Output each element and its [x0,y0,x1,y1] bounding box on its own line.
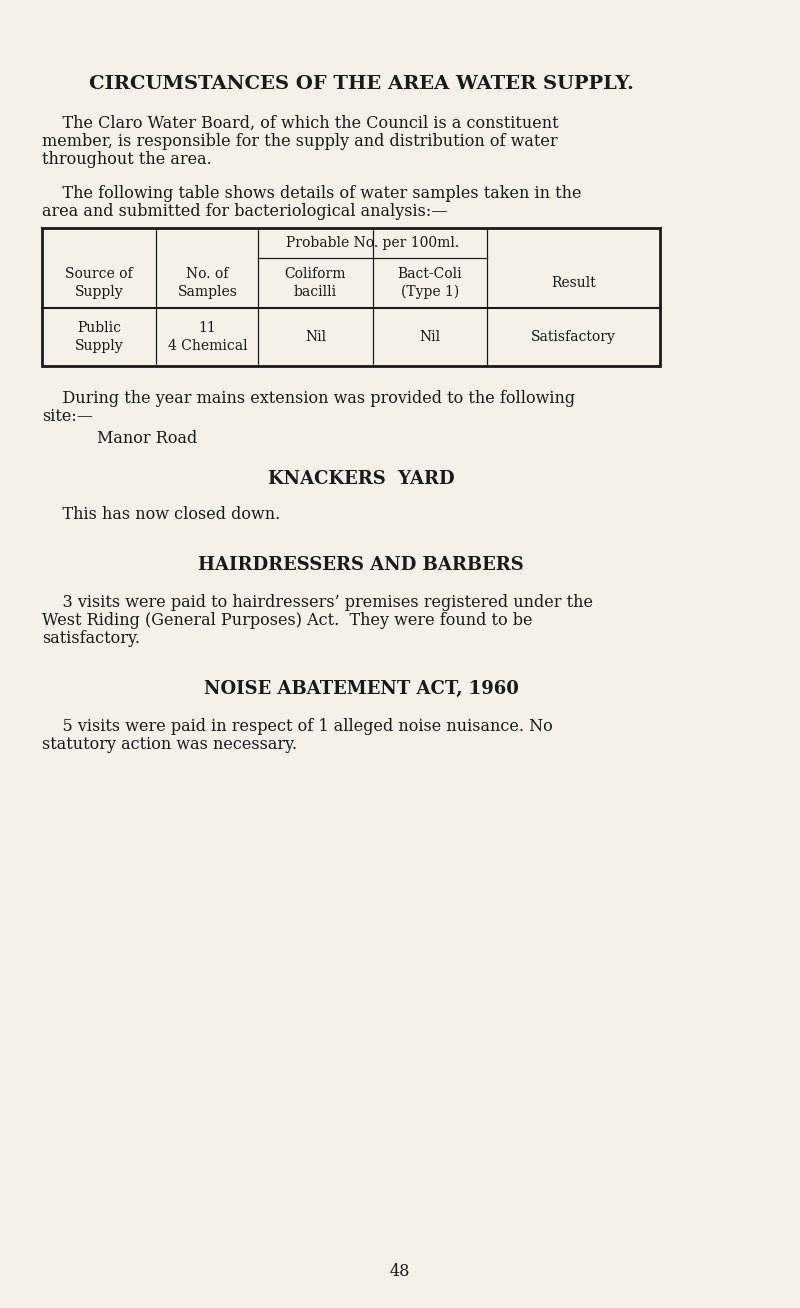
Text: HAIRDRESSERS AND BARBERS: HAIRDRESSERS AND BARBERS [198,556,524,574]
Text: 5 visits were paid in respect of 1 alleged noise nuisance. No: 5 visits were paid in respect of 1 alleg… [42,718,553,735]
Text: member, is responsible for the supply and distribution of water: member, is responsible for the supply an… [42,133,558,150]
Text: KNACKERS  YARD: KNACKERS YARD [268,470,454,488]
Text: Nil: Nil [305,330,326,344]
Text: area and submitted for bacteriological analysis:—: area and submitted for bacteriological a… [42,203,447,220]
Text: 11
4 Chemical: 11 4 Chemical [167,322,247,353]
Text: Satisfactory: Satisfactory [531,330,616,344]
Text: statutory action was necessary.: statutory action was necessary. [42,736,297,753]
Text: No. of
Samples: No. of Samples [178,267,238,298]
Text: 48: 48 [390,1264,410,1281]
Text: The following table shows details of water samples taken in the: The following table shows details of wat… [42,184,582,201]
Text: Nil: Nil [419,330,440,344]
Text: West Riding (General Purposes) Act.  They were found to be: West Riding (General Purposes) Act. They… [42,612,533,629]
Text: This has now closed down.: This has now closed down. [42,506,280,523]
Text: CIRCUMSTANCES OF THE AREA WATER SUPPLY.: CIRCUMSTANCES OF THE AREA WATER SUPPLY. [89,75,634,93]
Text: throughout the area.: throughout the area. [42,150,212,167]
Text: Probable No. per 100ml.: Probable No. per 100ml. [286,235,459,250]
Text: Public
Supply: Public Supply [75,322,123,353]
Text: site:—: site:— [42,408,93,425]
Text: Result: Result [551,276,596,290]
Text: The Claro Water Board, of which the Council is a constituent: The Claro Water Board, of which the Coun… [42,115,558,132]
Text: Source of
Supply: Source of Supply [66,267,133,298]
Text: Bact-Coli
(Type 1): Bact-Coli (Type 1) [398,267,462,300]
Text: satisfactory.: satisfactory. [42,629,140,646]
Text: Coliform
bacilli: Coliform bacilli [285,267,346,298]
Text: 3 visits were paid to hairdressers’ premises registered under the: 3 visits were paid to hairdressers’ prem… [42,594,593,611]
Text: Manor Road: Manor Road [97,430,198,447]
Text: During the year mains extension was provided to the following: During the year mains extension was prov… [42,390,575,407]
Text: NOISE ABATEMENT ACT, 1960: NOISE ABATEMENT ACT, 1960 [203,680,518,698]
Bar [42,228,660,366]
